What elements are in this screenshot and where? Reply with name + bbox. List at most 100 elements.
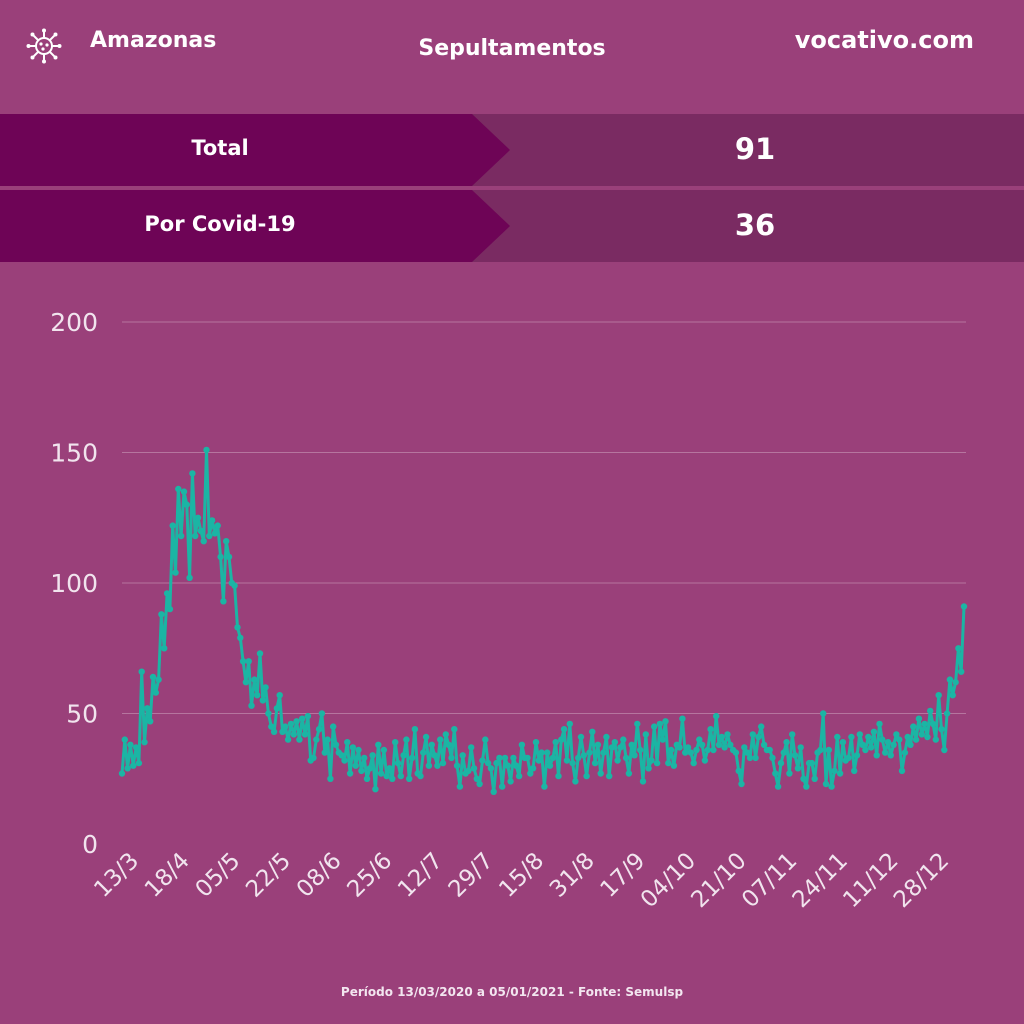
data-point: [470, 765, 478, 772]
data-point: [932, 736, 939, 743]
data-point: [859, 741, 866, 748]
data-point: [777, 759, 785, 767]
data-point: [420, 749, 427, 756]
data-point: [254, 692, 261, 699]
data-point: [411, 726, 419, 733]
x-tick-label: 24/11: [788, 848, 853, 913]
data-point: [380, 746, 388, 754]
data-point: [400, 752, 407, 759]
data-point: [220, 598, 227, 605]
data-point: [608, 744, 616, 751]
region-label: Amazonas: [90, 28, 217, 53]
data-point: [237, 634, 244, 641]
x-tick-label: 07/11: [737, 848, 802, 913]
data-point: [318, 710, 326, 717]
data-point: [439, 759, 447, 767]
data-point: [898, 767, 906, 775]
data-point: [186, 574, 193, 581]
data-point: [465, 767, 472, 775]
data-point: [870, 728, 878, 735]
data-point: [183, 501, 190, 508]
data-point: [606, 772, 613, 780]
data-point: [293, 718, 300, 725]
data-point: [682, 749, 689, 756]
data-point: [425, 762, 433, 769]
data-point: [141, 739, 148, 746]
data-point: [310, 754, 317, 762]
data-point: [546, 762, 554, 769]
data-point: [876, 720, 883, 728]
data-point: [130, 762, 137, 769]
data-point: [155, 676, 162, 683]
data-point: [845, 754, 852, 762]
data-point: [223, 538, 230, 545]
y-tick-label: 150: [50, 439, 98, 468]
x-tick-label: 31/8: [545, 848, 600, 903]
data-point: [121, 736, 128, 743]
data-point: [330, 723, 337, 730]
x-tick-label: 28/12: [889, 848, 954, 913]
data-point: [865, 733, 872, 741]
data-point: [468, 744, 475, 751]
data-point: [245, 658, 252, 665]
data-point: [794, 765, 802, 772]
data-point: [715, 741, 723, 748]
data-point: [839, 739, 847, 746]
data-point: [132, 744, 140, 751]
data-point: [344, 739, 351, 746]
data-point: [724, 731, 731, 738]
x-tick-label: 15/8: [494, 848, 549, 903]
data-point: [625, 770, 633, 777]
data-point: [453, 762, 461, 769]
x-axis-ticks: 13/318/405/522/508/625/612/729/715/831/8…: [89, 848, 954, 913]
data-point: [124, 765, 131, 772]
data-point: [721, 744, 728, 751]
data-point: [749, 731, 756, 738]
data-point: [403, 736, 410, 743]
data-point: [346, 770, 354, 777]
data-point: [774, 783, 782, 790]
data-point: [904, 733, 911, 741]
data-point: [138, 668, 145, 675]
data-point: [825, 746, 832, 754]
data-point: [406, 775, 413, 782]
data-point: [349, 744, 357, 751]
data-point: [332, 741, 340, 748]
data-point: [265, 710, 272, 717]
data-point: [341, 757, 348, 764]
data-point: [958, 668, 965, 675]
data-point: [696, 736, 703, 743]
data-point: [555, 772, 562, 780]
data-point: [918, 731, 925, 738]
data-point: [504, 762, 511, 769]
data-point: [321, 749, 328, 756]
data-point: [366, 765, 373, 772]
data-point: [177, 532, 185, 540]
data-point: [639, 778, 647, 785]
data-point: [583, 772, 590, 780]
data-point: [746, 754, 754, 762]
data-point: [620, 736, 627, 743]
x-tick-label: 04/10: [636, 848, 701, 913]
data-point: [448, 754, 455, 762]
stat-label-panel: [0, 114, 510, 186]
data-point: [946, 676, 954, 683]
data-point: [927, 707, 934, 715]
data-point: [882, 749, 889, 756]
data-point: [831, 767, 838, 775]
data-point: [611, 739, 618, 746]
data-point: [600, 749, 607, 756]
data-point: [496, 754, 503, 762]
stat-value-covid: 36: [734, 208, 776, 242]
y-tick-label: 0: [82, 830, 98, 859]
data-point: [676, 744, 683, 751]
data-point: [394, 759, 402, 767]
data-point: [147, 718, 154, 725]
data-point: [408, 754, 416, 762]
data-point: [901, 749, 909, 756]
data-point: [355, 746, 362, 754]
data-point: [482, 736, 489, 743]
data-point: [493, 759, 500, 767]
data-point: [248, 702, 255, 709]
data-point: [180, 488, 188, 495]
